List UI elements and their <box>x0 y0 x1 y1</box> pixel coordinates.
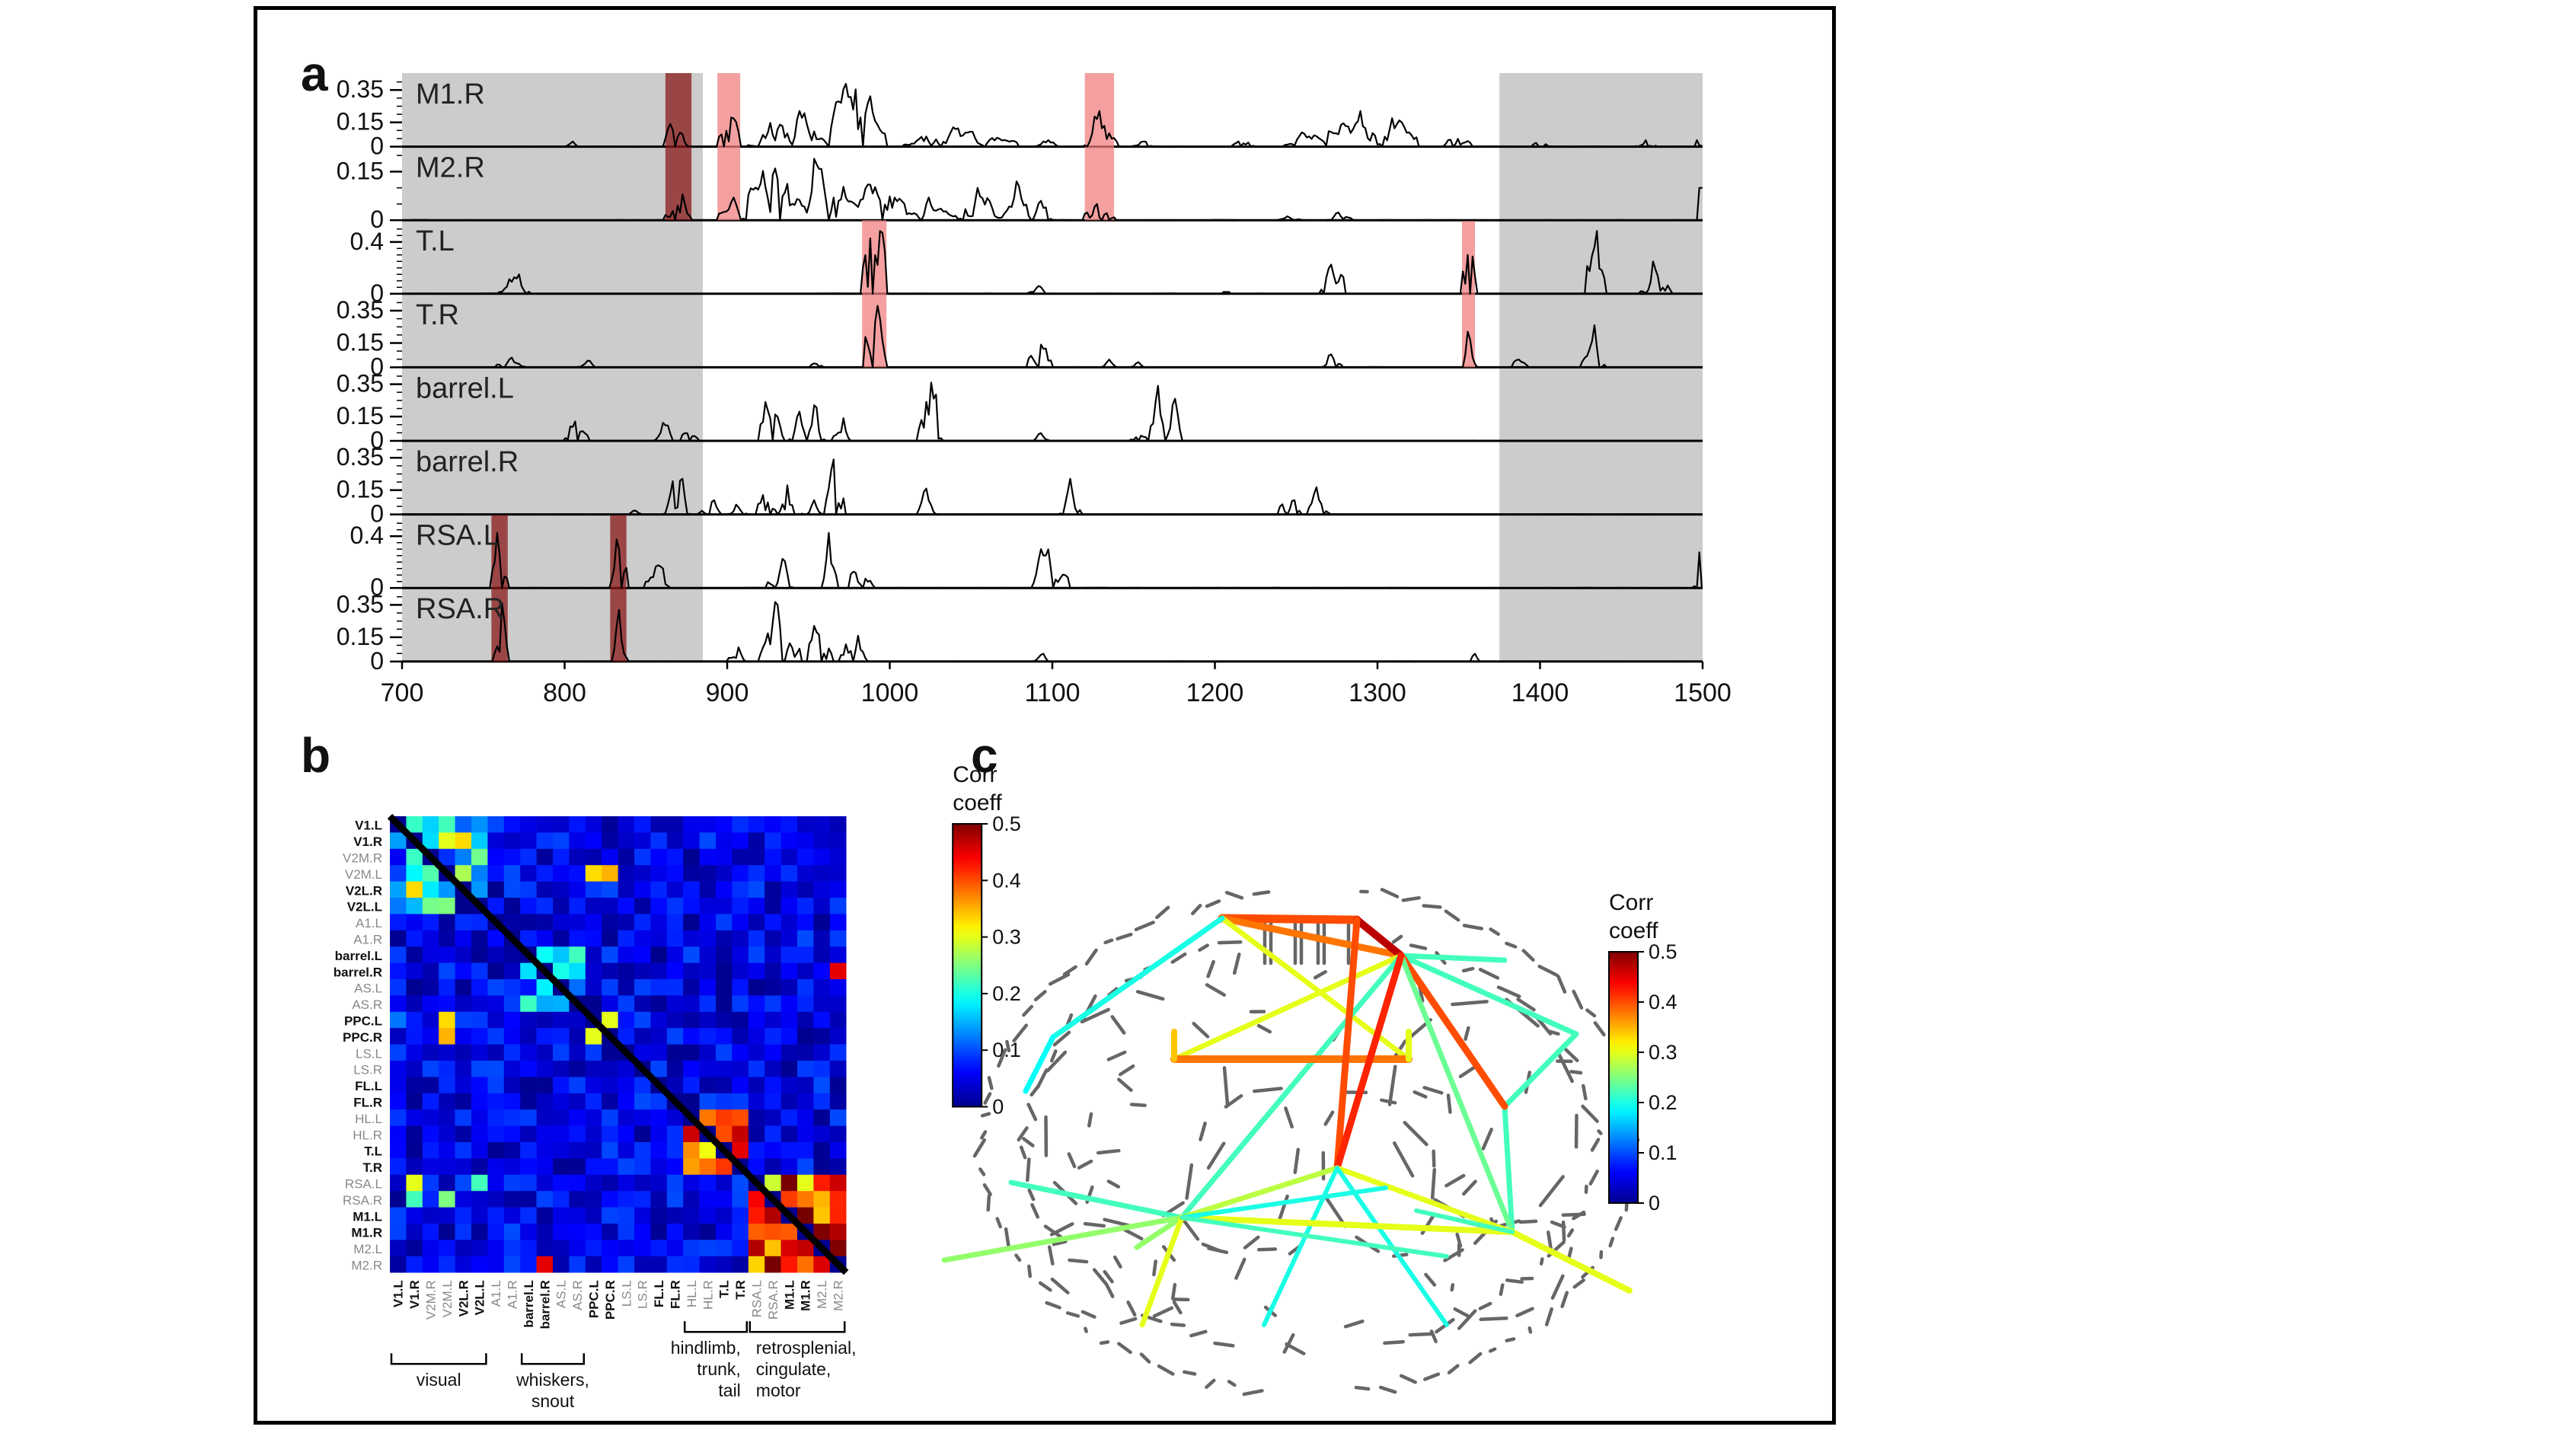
svg-text:Corr: Corr <box>1609 890 1653 915</box>
svg-text:0.5: 0.5 <box>1649 940 1677 963</box>
svg-text:0.1: 0.1 <box>1649 1141 1677 1164</box>
svg-text:0.4: 0.4 <box>1649 991 1677 1013</box>
svg-text:0: 0 <box>1649 1192 1660 1214</box>
svg-text:0.3: 0.3 <box>1649 1041 1677 1064</box>
svg-text:0.2: 0.2 <box>1649 1091 1677 1114</box>
